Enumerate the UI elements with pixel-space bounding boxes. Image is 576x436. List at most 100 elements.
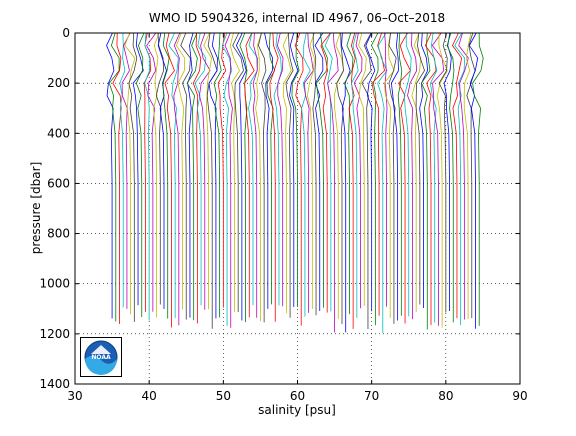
salinity-profile-line	[333, 32, 345, 319]
salinity-profile-line	[341, 32, 351, 333]
salinity-profile-line	[291, 32, 300, 307]
salinity-profile-line	[229, 32, 240, 313]
salinity-profile-line	[108, 32, 120, 322]
grid-lines	[75, 33, 520, 384]
salinity-profile-line	[187, 32, 194, 318]
x-axis-label: salinity [psu]	[258, 403, 336, 417]
noaa-logo-icon: NOAA	[84, 340, 118, 375]
salinity-profile-line	[419, 32, 429, 308]
y-tick-label: 1000	[39, 277, 70, 291]
salinity-profile-line	[186, 32, 198, 321]
salinity-profile-line	[436, 32, 448, 328]
salinity-profile-line	[180, 32, 191, 320]
y-axis-ticks: 0 200 400 600 800 1000 1200 1400	[39, 26, 520, 391]
salinity-profile-line	[454, 32, 466, 326]
salinity-profile-line	[135, 32, 145, 317]
salinity-profile-line	[106, 32, 115, 319]
salinity-profile-line	[383, 32, 395, 318]
salinity-profile-line	[213, 32, 222, 318]
y-tick-label: 400	[47, 126, 70, 140]
salinity-profile-line	[173, 32, 181, 326]
x-tick-label: 70	[364, 389, 379, 403]
salinity-profile-line	[157, 32, 167, 309]
salinity-profile-line	[282, 32, 292, 314]
y-axis-label: pressure [dbar]	[29, 162, 43, 255]
chart-title: WMO ID 5904326, internal ID 4967, 06–Oct…	[149, 11, 445, 25]
y-tick-label: 200	[47, 76, 70, 90]
y-tick-label: 800	[47, 227, 70, 241]
salinity-profile-line	[351, 32, 359, 318]
salinity-profile-line	[119, 32, 126, 308]
salinity-profile-line	[155, 32, 164, 305]
salinity-profile-line	[370, 32, 379, 326]
salinity-profile-line	[336, 32, 344, 325]
salinity-profile-line	[438, 32, 448, 313]
salinity-profile-line	[199, 32, 211, 310]
salinity-profile-line	[294, 32, 304, 326]
salinity-profile-line	[306, 32, 315, 309]
salinity-profile-line	[415, 32, 425, 305]
salinity-profile-line	[244, 32, 255, 318]
salinity-profile-line	[266, 32, 276, 305]
salinity-profile-line	[403, 32, 412, 317]
salinity-profile-line	[164, 32, 175, 328]
salinity-profile-line	[289, 32, 299, 307]
salinity-profile-line	[192, 32, 202, 324]
salinity-profile-line	[121, 32, 131, 309]
salinity-profile-line	[472, 32, 484, 326]
salinity-profile-line	[314, 32, 324, 312]
salinity-profile-line	[361, 32, 372, 330]
salinity-profile-line	[153, 32, 160, 318]
salinity-profile-line	[208, 32, 218, 319]
noaa-logo: NOAA	[80, 337, 122, 377]
salinity-profile-line	[343, 32, 354, 315]
salinity-profile-line	[194, 32, 207, 306]
y-tick-label: 0	[62, 26, 70, 40]
profile-lines	[106, 32, 484, 334]
x-axis-ticks: 30 40 50 60 70 80 90	[67, 33, 528, 403]
salinity-profile-line	[285, 32, 294, 318]
salinity-profile-line	[384, 32, 388, 307]
salinity-profile-line	[203, 32, 213, 310]
salinity-profile-line	[112, 32, 122, 324]
salinity-profile-line	[124, 32, 136, 315]
x-tick-label: 90	[512, 389, 527, 403]
salinity-profile-line	[128, 32, 138, 322]
salinity-profile-line	[144, 32, 151, 321]
salinity-profile-line	[377, 32, 388, 334]
salinity-profile-line	[217, 32, 227, 308]
salinity-profile-line	[353, 32, 363, 309]
salinity-profile-line	[466, 32, 476, 319]
x-tick-label: 30	[67, 389, 82, 403]
salinity-profile-line	[398, 32, 411, 324]
salinity-profile-line	[429, 32, 438, 323]
y-tick-label: 600	[47, 176, 70, 190]
salinity-profile-line	[132, 32, 144, 306]
salinity-profile-line	[273, 32, 282, 306]
salinity-profile-line	[257, 32, 267, 323]
salinity-profile-line	[206, 32, 218, 329]
salinity-profile-line	[348, 32, 356, 329]
salinity-profile-line	[303, 32, 314, 313]
noaa-logo-text: NOAA	[91, 354, 111, 361]
salinity-profile-line	[463, 32, 472, 320]
salinity-profile-line	[324, 32, 333, 312]
salinity-profile-line	[397, 32, 403, 316]
salinity-profile-line	[316, 32, 328, 308]
salinity-profile-line	[221, 32, 233, 326]
salinity-profile-line	[312, 32, 317, 316]
salinity-profile-line	[162, 32, 170, 319]
salinity-profile-line	[232, 32, 244, 313]
salinity-profile-line	[264, 32, 274, 309]
salinity-profile-line	[255, 32, 262, 322]
salinity-profile-line	[146, 32, 157, 312]
salinity-profile-line	[446, 32, 455, 323]
salinity-profile-line	[358, 32, 367, 306]
x-tick-label: 60	[290, 389, 305, 403]
salinity-profile-line	[365, 32, 376, 312]
salinity-profile-line	[175, 32, 186, 310]
salinity-profile-line	[424, 32, 437, 325]
salinity-profile-line	[320, 32, 331, 313]
